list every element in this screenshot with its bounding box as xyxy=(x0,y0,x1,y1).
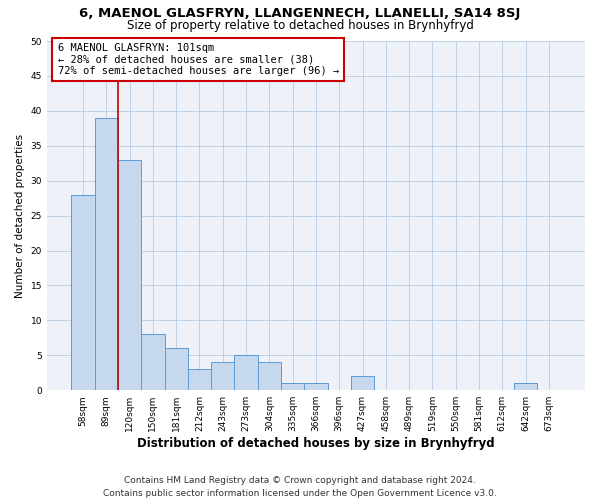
Text: Contains HM Land Registry data © Crown copyright and database right 2024.
Contai: Contains HM Land Registry data © Crown c… xyxy=(103,476,497,498)
Bar xyxy=(235,356,258,390)
Bar xyxy=(258,362,281,390)
Y-axis label: Number of detached properties: Number of detached properties xyxy=(15,134,25,298)
Bar xyxy=(211,362,235,390)
Bar xyxy=(118,160,141,390)
Bar xyxy=(351,376,374,390)
Bar xyxy=(95,118,118,390)
Bar xyxy=(141,334,164,390)
Bar xyxy=(281,383,304,390)
Bar xyxy=(164,348,188,390)
Text: 6, MAENOL GLASFRYN, LLANGENNECH, LLANELLI, SA14 8SJ: 6, MAENOL GLASFRYN, LLANGENNECH, LLANELL… xyxy=(79,8,521,20)
X-axis label: Distribution of detached houses by size in Brynhyfryd: Distribution of detached houses by size … xyxy=(137,437,495,450)
Text: Size of property relative to detached houses in Brynhyfryd: Size of property relative to detached ho… xyxy=(127,19,473,32)
Text: 6 MAENOL GLASFRYN: 101sqm
← 28% of detached houses are smaller (38)
72% of semi-: 6 MAENOL GLASFRYN: 101sqm ← 28% of detac… xyxy=(58,42,339,76)
Bar xyxy=(71,194,95,390)
Bar xyxy=(188,370,211,390)
Bar xyxy=(514,383,537,390)
Bar xyxy=(304,383,328,390)
